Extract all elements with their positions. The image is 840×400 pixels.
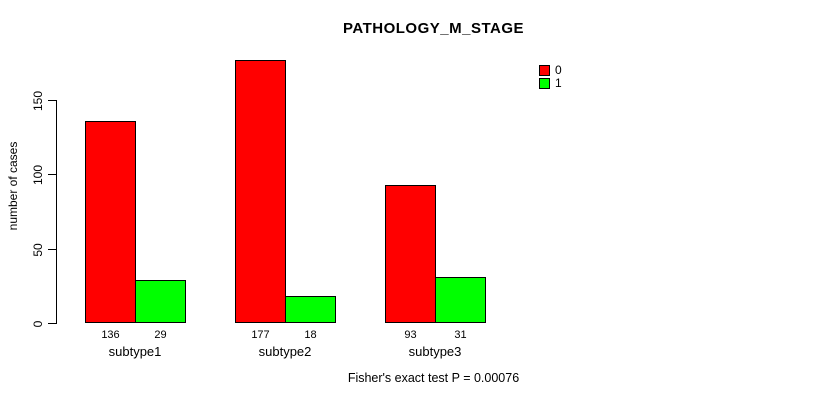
bar-value-label: 93 [404,329,417,341]
bar-value-label: 29 [154,329,167,341]
y-tick-mark [48,100,56,101]
bar-subtype3-series-0 [385,185,436,323]
legend-item-0: 0 [539,63,562,77]
bar-value-label: 136 [101,329,120,341]
bar-subtype2-series-1 [285,296,336,323]
legend-swatch-icon [539,65,550,76]
legend-label: 0 [555,63,562,77]
y-tick-label: 50 [31,242,45,257]
category-label-subtype1: subtype1 [108,344,162,359]
y-tick-mark [48,323,56,324]
bar-subtype3-series-1 [435,277,486,323]
bar-subtype2-series-0 [235,60,286,323]
stat-annotation: Fisher's exact test P = 0.00076 [347,371,520,385]
y-tick-label: 0 [31,320,45,327]
category-label-subtype2: subtype2 [258,344,312,359]
y-axis-line [56,100,57,324]
bar-value-label: 31 [454,329,467,341]
bar-subtype1-series-0 [85,121,136,323]
chart-title: PATHOLOGY_M_STAGE [342,20,524,37]
bar-value-label: 18 [304,329,317,341]
y-tick-mark [48,249,56,250]
legend-item-1: 1 [539,75,562,90]
y-tick-mark [48,174,56,175]
y-tick-label: 150 [31,90,45,111]
bar-value-label: 177 [251,329,270,341]
y-axis-label: number of cases [6,141,20,231]
category-label-subtype3: subtype3 [408,344,462,359]
legend-label: 1 [555,75,562,90]
legend-swatch-icon [539,77,550,89]
bar-subtype1-series-1 [135,280,186,323]
y-tick-label: 100 [31,164,45,185]
